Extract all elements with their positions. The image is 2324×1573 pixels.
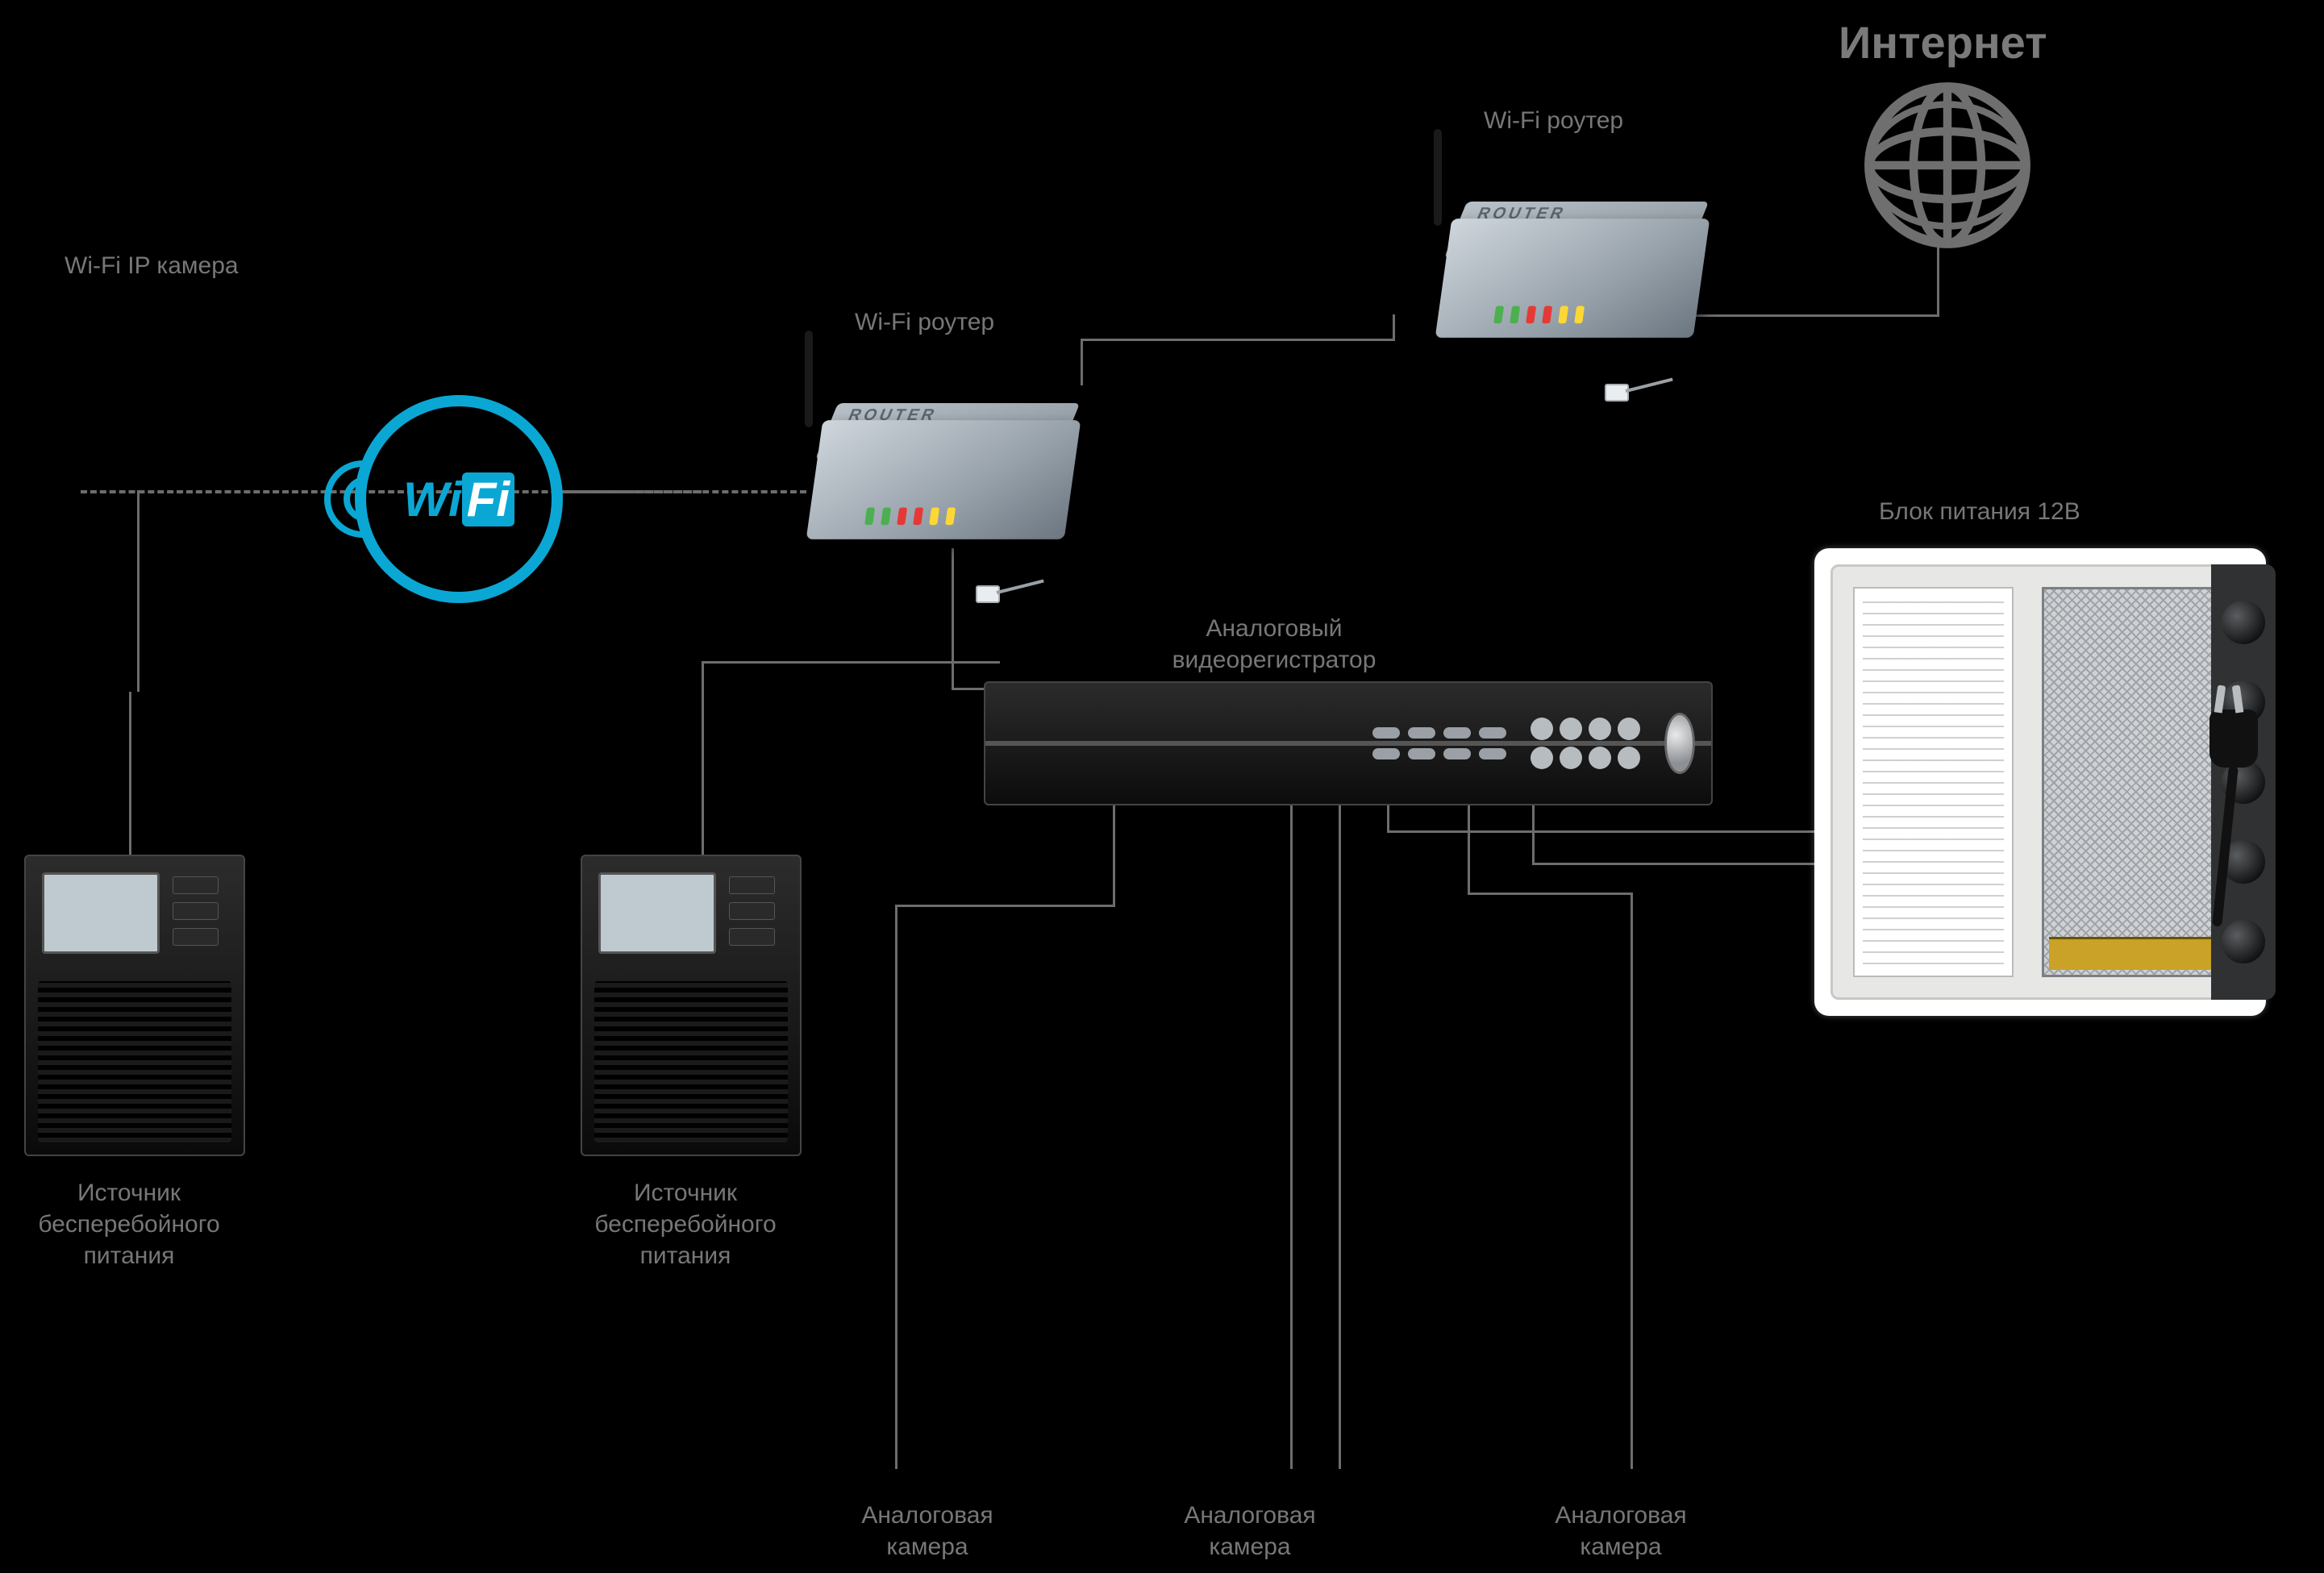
edge-ups1-v	[129, 692, 131, 861]
analog-camera-2-label: Аналоговая камера	[1145, 1500, 1355, 1563]
ups-screen-icon	[598, 872, 716, 954]
dvr-label: Аналоговый видеорегистратор	[1129, 613, 1419, 676]
ups-buttons	[173, 876, 229, 954]
wifi-badge-text: WiFi	[403, 472, 514, 527]
edge-dvr-cam1-v	[1113, 802, 1115, 907]
edge-dvr-cam2-v	[1290, 802, 1293, 1469]
edge-dvr-to-psu-h2	[1708, 863, 1829, 865]
psu-device	[1814, 548, 2266, 1016]
led-icon	[897, 507, 907, 525]
edge-dvr-cam1-v2	[895, 905, 898, 1469]
diagram-canvas: { "colors": { "background": "#000000", "…	[0, 0, 2324, 1573]
router-body	[806, 420, 1081, 539]
ups-grille-icon	[594, 981, 788, 1142]
edge-ups2-h	[702, 661, 1000, 664]
led-icon	[881, 507, 891, 525]
ups2-label: Источник бесперебойного питания	[548, 1177, 823, 1271]
psu-inner	[1830, 564, 2250, 1000]
led-icon	[864, 507, 875, 525]
led-icon	[1526, 306, 1536, 323]
edge-dvr-psu-branch-v	[1532, 802, 1535, 865]
led-icon	[1574, 306, 1585, 323]
dvr-button-grid	[1531, 718, 1640, 769]
knob-icon	[2222, 920, 2265, 963]
ups-grille-icon	[38, 981, 231, 1142]
router1-device: ROUTER WLAN	[790, 371, 1081, 556]
edge-cam-drop	[137, 490, 140, 692]
led-icon	[929, 507, 939, 525]
analog-camera-1-label: Аналоговая камера	[823, 1500, 1032, 1563]
router-leds	[1493, 306, 1585, 323]
edge-router1-to-2-h	[1081, 339, 1395, 341]
psu-terminals	[2049, 937, 2232, 970]
router-leds	[864, 507, 956, 525]
knob-icon	[2222, 601, 2265, 644]
edge-router1-to-2-v	[1393, 314, 1395, 341]
ups-screen-icon	[42, 872, 160, 954]
ups2-device	[581, 855, 802, 1156]
led-icon	[1510, 306, 1520, 323]
dvr-device	[984, 681, 1713, 805]
analog-camera-3-label: Аналоговая камера	[1516, 1500, 1726, 1563]
antenna-icon	[1434, 129, 1442, 226]
dvr-pill-rows	[1372, 727, 1506, 759]
dvr-panel	[1372, 699, 1695, 788]
psu-label: Блок питания 12В	[1879, 496, 2080, 527]
edge-ups2-v	[702, 661, 704, 863]
edge-dvr-psu-branch-h	[1532, 863, 1710, 865]
dvr-jog-dial	[1664, 713, 1695, 774]
led-icon	[945, 507, 956, 525]
edge-dvr-psu-branch2-h	[1387, 830, 1710, 833]
edge-router2-to-net-v	[1937, 242, 1939, 317]
router2-device: ROUTER WLAN	[1419, 169, 1710, 355]
psu-doc-icon	[1853, 587, 2014, 977]
connector-icon	[976, 581, 1032, 603]
edge-wifi-to-router1	[556, 490, 806, 493]
edge-dvr-psu-branch2-v	[1387, 802, 1389, 833]
edge-dvr-to-psu-h1	[1708, 830, 1829, 833]
router1-label: Wi-Fi роутер	[855, 306, 994, 338]
internet-label: Интернет	[1839, 16, 2047, 69]
wifi-badge-icon: WiFi	[355, 395, 563, 603]
edge-dvr-cam1-h	[895, 905, 1115, 907]
edge-dvr-cam3-h	[1468, 893, 1633, 895]
edge-dvr-cam3-v2	[1631, 893, 1633, 1469]
ups1-label: Источник бесперебойного питания	[0, 1177, 266, 1271]
led-icon	[1493, 306, 1504, 323]
led-icon	[1558, 306, 1568, 323]
router2-label: Wi-Fi роутер	[1484, 105, 1623, 136]
globe-icon	[1863, 81, 2032, 250]
edge-dvr-cam3-v	[1468, 802, 1470, 895]
router-body	[1435, 218, 1710, 338]
connector-icon	[1605, 379, 1661, 402]
ups-buttons	[729, 876, 785, 954]
ups1-device	[24, 855, 245, 1156]
led-icon	[913, 507, 923, 525]
edge-dvr-cam2b-v	[1339, 802, 1341, 1469]
edge-router2-to-net-h	[1689, 314, 1939, 317]
power-plug-icon	[2209, 710, 2258, 790]
edge-router1-down	[952, 548, 954, 690]
antenna-icon	[805, 331, 813, 427]
led-icon	[1542, 306, 1552, 323]
edge-router1-up	[1081, 339, 1083, 385]
wifi-ip-camera-label: Wi-Fi IP камера	[65, 250, 239, 281]
